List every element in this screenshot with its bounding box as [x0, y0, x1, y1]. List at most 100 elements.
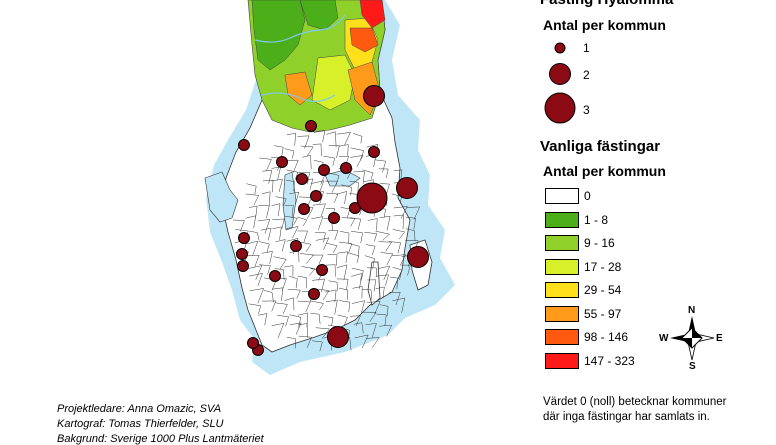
- lake-vattern: [282, 171, 297, 231]
- lake-vanern: [204, 171, 239, 223]
- municipality-border: [325, 264, 336, 277]
- municipality-border: [365, 323, 377, 338]
- legend-note-line2: där inga fästingar har samlats in.: [543, 411, 710, 423]
- hyalomma-marker: [328, 212, 340, 224]
- municipality-border: [289, 275, 298, 289]
- legend-title-hyalomma: Fästing Hyalomma: [540, 0, 673, 8]
- municipality-border: [405, 216, 416, 230]
- hyalomma-marker: [269, 270, 281, 282]
- municipality-border: [258, 241, 270, 253]
- municipality-border: [260, 227, 272, 241]
- municipality-border: [315, 232, 326, 243]
- municipality-border: [312, 143, 322, 157]
- credit-cartographer: Kartograf: Tomas Thierfelder, SLU: [57, 418, 224, 430]
- legend-size-label-2: 2: [583, 68, 590, 82]
- legend-class-label: 0: [584, 189, 591, 203]
- municipality-border: [353, 322, 364, 334]
- municipality-border: [388, 241, 402, 254]
- municipality-border: [311, 254, 324, 265]
- municipality-border: [271, 179, 283, 192]
- municipality-border: [297, 275, 307, 288]
- legend-size-label-3: 3: [583, 103, 590, 117]
- municipality-border: [376, 313, 387, 326]
- municipality-border: [365, 337, 380, 348]
- hyalomma-marker: [356, 182, 388, 214]
- municipality-border: [312, 203, 326, 217]
- hyalomma-marker: [238, 232, 250, 244]
- municipality-border: [315, 288, 330, 301]
- municipality-border: [364, 255, 375, 269]
- municipality-border: [263, 290, 274, 303]
- legend-size-label-1: 1: [583, 41, 590, 55]
- legend-swatch: [545, 258, 579, 275]
- municipality-border: [325, 299, 338, 315]
- municipality-border: [323, 315, 334, 326]
- hyalomma-marker: [290, 240, 302, 252]
- municipality-border: [366, 244, 376, 256]
- municipality-border: [273, 256, 287, 270]
- municipality-border: [274, 145, 284, 157]
- municipality-border: [245, 240, 259, 256]
- municipality-border: [284, 204, 294, 218]
- hyalomma-marker: [298, 203, 310, 215]
- hyalomma-marker: [316, 264, 328, 276]
- legend-swatch: [545, 188, 579, 204]
- municipality-border: [405, 228, 416, 241]
- municipality-border: [339, 241, 353, 254]
- municipality-border: [353, 171, 365, 184]
- municipality-border: [335, 191, 348, 204]
- municipality-border: [349, 180, 359, 194]
- municipality-border: [275, 196, 287, 207]
- municipality-border: [286, 226, 299, 239]
- municipality-border: [271, 322, 285, 339]
- municipality-border: [258, 205, 270, 219]
- municipality-border: [326, 242, 338, 254]
- legend-swatch: [545, 282, 579, 298]
- hyalomma-marker: [368, 146, 380, 158]
- municipality-border: [248, 303, 262, 314]
- municipality-border: [336, 132, 351, 146]
- municipality-border: [325, 180, 338, 193]
- municipality-border: [351, 273, 362, 289]
- municipality-border: [285, 179, 295, 192]
- municipality-border: [315, 327, 330, 339]
- hyalomma-marker: [236, 248, 248, 260]
- municipality-border: [351, 231, 363, 244]
- municipality-border: [289, 191, 300, 205]
- municipality-border: [311, 216, 324, 230]
- municipality-border: [297, 300, 311, 313]
- municipality-border: [337, 314, 348, 326]
- legend-class-label: 55 - 97: [584, 306, 622, 321]
- river: [261, 92, 336, 102]
- municipality-border: [310, 180, 325, 194]
- municipality-border: [379, 183, 390, 196]
- municipality-border: [352, 133, 363, 144]
- legend-swatch: [545, 329, 579, 345]
- hyalomma-markers: [236, 85, 429, 356]
- river: [254, 14, 346, 43]
- hyalomma-marker: [305, 120, 317, 132]
- municipality-border: [366, 300, 381, 315]
- municipality-border: [286, 159, 299, 173]
- legend-class-label: 17 - 28: [584, 259, 622, 274]
- municipality-border: [313, 130, 326, 143]
- legend-class-label: 98 - 146: [584, 330, 629, 344]
- municipality-border: [364, 232, 378, 242]
- compass-e: E: [716, 333, 723, 344]
- municipality-border: [301, 266, 316, 276]
- municipality-border: [315, 237, 330, 250]
- dark-green-region-2: [299, 0, 339, 31]
- hyalomma-marker: [296, 173, 308, 185]
- municipality-border: [298, 335, 312, 348]
- legend-class-label: 9 - 16: [584, 236, 615, 250]
- hyalomma-marker: [237, 260, 249, 272]
- municipality-border: [349, 252, 360, 263]
- municipality-border: [275, 239, 286, 252]
- municipality-border: [341, 184, 352, 196]
- municipality-border: [289, 314, 302, 328]
- municipality-border: [379, 324, 393, 337]
- municipality-border: [284, 148, 295, 159]
- legend-title-common: Vanliga fästingar: [540, 138, 661, 155]
- municipality-border: [302, 154, 312, 170]
